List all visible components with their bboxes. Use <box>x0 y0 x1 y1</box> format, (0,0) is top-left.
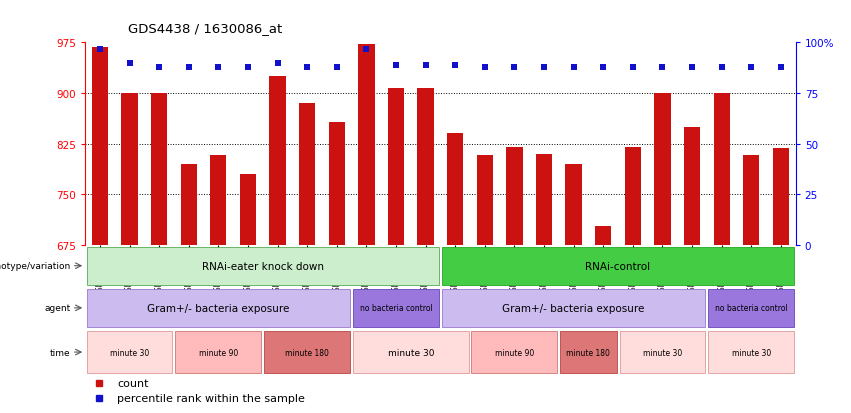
Text: genotype/variation: genotype/variation <box>0 261 71 271</box>
Bar <box>210 156 226 245</box>
Point <box>685 64 699 71</box>
Text: minute 180: minute 180 <box>567 348 610 357</box>
Point <box>537 64 551 71</box>
Bar <box>713 94 730 245</box>
Bar <box>773 149 789 245</box>
Text: minute 90: minute 90 <box>494 348 534 357</box>
Point <box>360 46 374 53</box>
Bar <box>684 127 700 245</box>
Point <box>478 64 492 71</box>
Point <box>241 64 254 71</box>
Point <box>655 64 669 71</box>
Bar <box>92 48 108 245</box>
Bar <box>595 226 611 245</box>
Text: time: time <box>49 348 71 357</box>
Text: count: count <box>117 379 149 389</box>
Bar <box>151 94 168 245</box>
Bar <box>175 331 261 373</box>
Point <box>271 60 284 67</box>
Bar <box>477 156 493 245</box>
Bar <box>299 104 316 245</box>
Bar <box>536 154 552 245</box>
Bar <box>353 289 439 327</box>
Bar <box>353 331 469 373</box>
Point <box>152 64 166 71</box>
Bar <box>471 331 557 373</box>
Text: GDS4438 / 1630086_at: GDS4438 / 1630086_at <box>128 22 282 35</box>
Bar <box>87 247 439 285</box>
Bar <box>743 156 759 245</box>
Text: minute 90: minute 90 <box>199 348 238 357</box>
Bar <box>87 289 350 327</box>
Point <box>507 64 521 71</box>
Point <box>182 64 196 71</box>
Text: percentile rank within the sample: percentile rank within the sample <box>117 393 305 403</box>
Text: agent: agent <box>44 304 71 313</box>
Point <box>774 64 788 71</box>
Text: minute 30: minute 30 <box>643 348 682 357</box>
Point <box>567 64 580 71</box>
Bar <box>442 289 705 327</box>
Point <box>93 46 106 53</box>
Bar <box>708 331 794 373</box>
Point <box>419 62 432 69</box>
Point <box>123 60 136 67</box>
Text: no bacteria control: no bacteria control <box>360 304 432 313</box>
Bar <box>565 164 582 245</box>
Point <box>330 64 344 71</box>
Point <box>745 64 758 71</box>
Bar <box>625 147 641 245</box>
Point <box>715 64 728 71</box>
Bar <box>270 77 286 245</box>
Bar <box>708 289 794 327</box>
Bar <box>122 94 138 245</box>
Point <box>626 64 640 71</box>
Text: no bacteria control: no bacteria control <box>715 304 788 313</box>
Bar <box>180 164 197 245</box>
Point <box>389 62 403 69</box>
Point <box>448 62 462 69</box>
Text: RNAi-control: RNAi-control <box>585 261 651 271</box>
Bar <box>506 147 523 245</box>
Text: RNAi-eater knock down: RNAi-eater knock down <box>202 261 323 271</box>
Bar <box>560 331 617 373</box>
Point <box>300 64 314 71</box>
Bar <box>447 134 463 245</box>
Bar <box>358 45 374 245</box>
Text: minute 30: minute 30 <box>387 348 434 357</box>
Bar <box>388 88 404 245</box>
Bar <box>87 331 173 373</box>
Text: minute 30: minute 30 <box>732 348 771 357</box>
Bar <box>654 94 671 245</box>
Text: minute 180: minute 180 <box>285 348 329 357</box>
Bar <box>240 174 256 245</box>
Point <box>212 64 226 71</box>
Text: Gram+/- bacteria exposure: Gram+/- bacteria exposure <box>147 303 289 313</box>
Bar <box>328 123 345 245</box>
Text: minute 30: minute 30 <box>110 348 149 357</box>
Text: Gram+/- bacteria exposure: Gram+/- bacteria exposure <box>502 303 645 313</box>
Point <box>597 64 610 71</box>
Bar <box>418 88 434 245</box>
Bar <box>620 331 705 373</box>
Bar <box>442 247 794 285</box>
Bar <box>264 331 350 373</box>
